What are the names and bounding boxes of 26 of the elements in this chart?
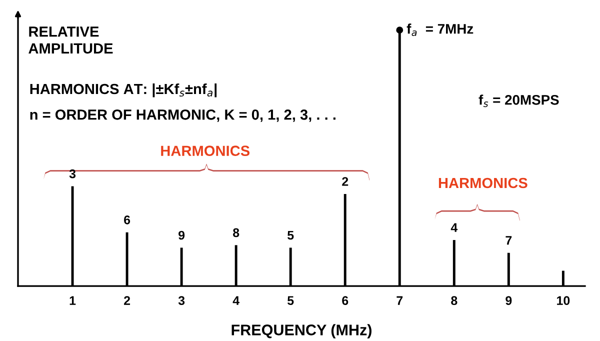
annotation: 3 — [69, 169, 76, 178]
x-tick-label: 3 — [178, 296, 185, 306]
x-tick-label: 8 — [451, 296, 458, 306]
x-tick-label: 1 — [70, 296, 76, 305]
x-tick-label: 7 — [396, 296, 403, 305]
x-tick-label: 5 — [288, 296, 294, 306]
annotation: 7 — [506, 236, 512, 245]
y-axis-title: RELATIVE AMPLITUDE — [28, 26, 113, 54]
annotation: HARMONICS — [438, 178, 528, 188]
x-tick-label: 9 — [506, 296, 512, 306]
annotation: HARMONICS AT: |±Kf$_{s}$±nf$_{a}$| — [30, 83, 217, 98]
annotation: f$_{s}$ = 20MSPS — [478, 94, 559, 108]
annotation: 2 — [342, 177, 348, 186]
x-tick-label: 4 — [232, 296, 240, 305]
x-tick-label: 6 — [342, 296, 348, 306]
x-tick-label: 2 — [124, 296, 130, 305]
annotation: 5 — [288, 230, 294, 240]
x-axis-title: FREQUENCY (MHz) — [232, 324, 372, 338]
annotation: 9 — [178, 230, 185, 240]
annotation: 6 — [124, 215, 130, 224]
annotation: f$_{a}$ = 7MHz — [406, 24, 474, 36]
annotation: 4 — [450, 223, 458, 232]
annotation: n = ORDER OF HARMONIC, K = 0, 1, 2, 3, . . . — [30, 109, 336, 122]
annotation: 8 — [233, 228, 240, 238]
x-tick-label: 10 — [557, 296, 570, 306]
annotation: HARMONICS — [161, 146, 250, 156]
